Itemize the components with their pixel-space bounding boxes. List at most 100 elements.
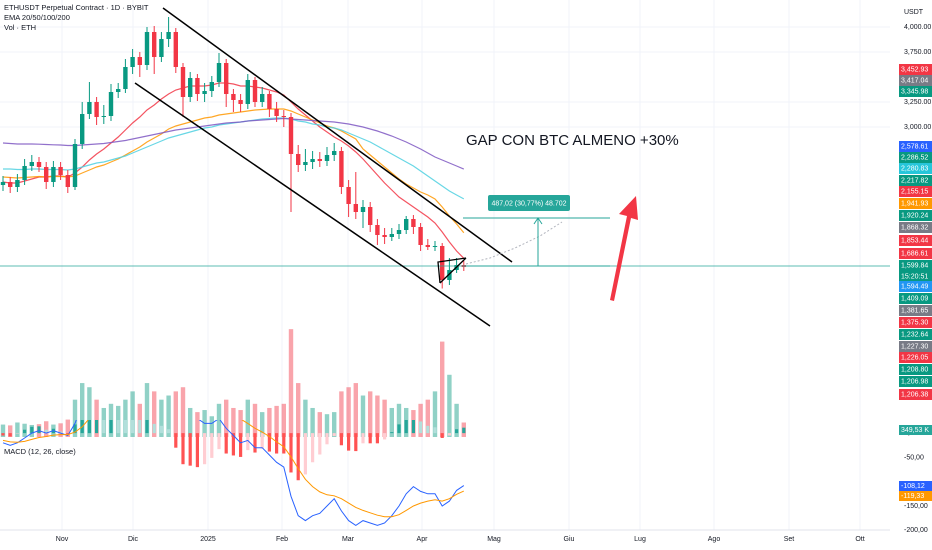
macd-histogram [59,431,63,434]
candle-body [411,219,416,227]
volume-bar [44,421,49,437]
y-tick-label: 4,000.00 [904,24,931,31]
price-badge-label: 3,417.04 [901,78,928,85]
price-badge-label: 2,155.15 [901,189,928,196]
candle-body [36,162,42,167]
price-badge [899,64,932,75]
x-tick-label: Dic [128,536,139,543]
macd-histogram [325,433,329,445]
candle-body [245,80,250,104]
candle-body [80,114,85,144]
price-badge [899,281,932,292]
volume-bar [0,424,6,437]
candle-body [274,109,279,116]
candle-body [389,234,394,237]
candle-body [87,102,92,114]
volume-bar [288,329,294,437]
candle-body [418,227,423,245]
macd-badge-label: 349,53 K [901,427,929,434]
x-tick-label: Mar [342,536,355,543]
volume-bar [152,391,157,437]
volume-bar [195,412,200,437]
price-badge [899,271,932,282]
headline: GAP CON BTC ALMENO +30% [466,132,679,149]
volume-bar [360,395,366,437]
price-badge [899,235,932,246]
candle-body [310,159,315,162]
candle-body [339,151,344,187]
candle-body [368,207,373,225]
candle-body [202,91,207,94]
macd-histogram [102,420,106,434]
volume-bar [58,423,63,437]
candle-body [51,167,56,182]
grid [0,0,890,530]
volume-bar [303,399,308,437]
macd-badge [899,425,932,435]
macd-histogram [116,420,120,434]
macd-histogram [375,433,379,444]
macd-histogram [462,427,466,434]
macd-histogram [159,425,163,434]
x-tick-label: Nov [56,536,69,543]
volume-bar [209,416,214,437]
volume-label: Vol · ETH [4,23,36,32]
price-badge-label: 2,280.83 [901,166,928,173]
volume-bar [346,387,351,437]
macd-histogram [1,433,5,436]
macd-histogram [447,433,451,436]
volume-bar [224,399,229,437]
candle-body [375,225,380,235]
candle-body [382,235,387,237]
measure-box [488,195,570,211]
triangle-pattern [437,257,467,284]
volume-bar [15,422,20,437]
volume-bar [425,399,430,437]
candle-body [440,246,445,280]
volume-bar [260,412,265,437]
price-badge [899,248,932,259]
price-badge-label: 1,409.09 [901,296,928,303]
volume-bar [281,403,286,437]
macd-histogram [210,433,214,458]
macd-histogram [260,433,264,449]
price-badge-label: 1,941.93 [901,201,928,208]
volume-bar [252,403,258,437]
macd-histogram [44,429,48,434]
candle-body [130,57,135,67]
macd-histogram [296,433,300,481]
macd-histogram [455,429,459,434]
indicator-label: EMA 20/50/100/200 [4,13,70,22]
channel-lower [134,82,491,327]
volume-bar [231,407,236,437]
candle-body [346,187,351,204]
candle-body [252,80,258,102]
projection [465,221,563,265]
price-badge-label: 1,206.38 [901,392,928,399]
candle-body [317,159,322,161]
macd-badge [899,481,932,491]
macd-histogram [433,427,437,434]
price-badge [899,389,932,400]
candle-body [231,94,236,100]
price-badge [899,260,932,271]
price-badge [899,364,932,375]
macd-histogram [231,433,235,456]
volume-bar [144,383,150,437]
macd-histogram [87,420,91,434]
macd-histogram [440,433,444,438]
macd-histogram [217,433,221,450]
price-badge-label: 1,375.30 [901,320,928,327]
macd-histogram [426,425,430,434]
candle-body [296,154,301,165]
price-badge [899,175,932,186]
macd-histogram [332,433,336,437]
axes: 4,000.00 3,750.00 3,250.00 3,000.00 Nov Dic 20… [56,24,932,543]
volume-bar [267,407,272,437]
candle-body [72,144,78,187]
macd-histogram [138,420,142,434]
measure-arrow-head [533,217,543,225]
x-tick-label: Ago [708,536,721,543]
price-badge-label: 1,226.05 [901,355,928,362]
macd-histogram [289,433,293,473]
